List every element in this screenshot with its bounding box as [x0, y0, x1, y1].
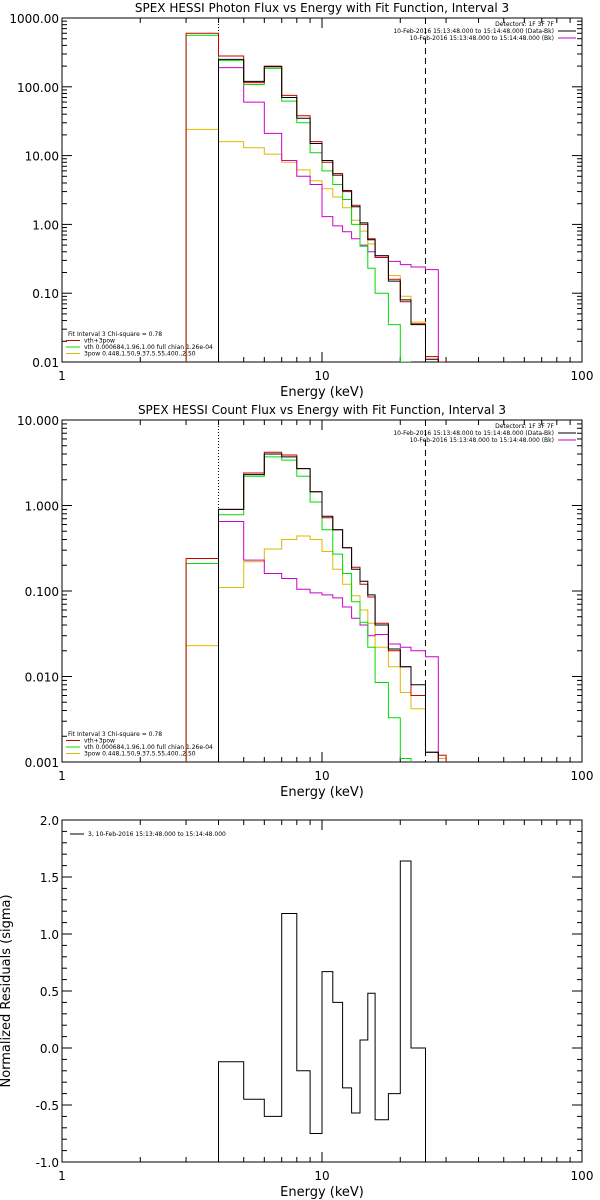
legend-entry: vth+3pow: [84, 738, 115, 745]
series-data-histogram: [218, 453, 439, 762]
y-tick-label: 10.000: [17, 414, 59, 428]
y-tick-label: 10.00: [25, 150, 59, 164]
x-axis-label: Energy (keV): [280, 385, 364, 400]
legend-entry: vth 0.000684,1.96,1.00 full chian 1.26e-…: [84, 744, 213, 751]
plot-frame: [61, 419, 583, 763]
y-tick-label: 0.0: [40, 1042, 59, 1056]
y-tick-label: 1.000: [25, 500, 59, 514]
x-axis-label: Energy (keV): [280, 785, 364, 800]
legend-entry: 10-Feb-2016 15:13:48.000 to 15:14:48.000…: [410, 437, 554, 444]
legend-entry: 3pow 0.448,1.50,9.37,5.55,400.,2.50: [84, 351, 196, 358]
legend-entry: vth+3pow: [84, 338, 115, 345]
legend-entry: Fit Interval 3 Chi-square = 0.78: [68, 731, 162, 738]
series-pow-histogram: [185, 535, 447, 762]
y-tick-label: 100.00: [17, 81, 59, 95]
panel-resid: 1 10 100 Energy (keV) -1.0 -0.5 0.0 0.5 1.0 1.5 2.…: [0, 814, 593, 1200]
y-tick-label: 0.100: [25, 585, 59, 599]
chart-title: SPEX HESSI Photon Flux vs Energy with Fi…: [135, 1, 509, 15]
x-tick-label: 10: [314, 769, 329, 783]
legend-entry: 10-Feb-2016 15:13:48.000 to 15:14:48.000…: [393, 28, 554, 35]
legend-entry: vth 0.000684,1.96,1.00 full chian 1.26e-…: [84, 344, 213, 351]
x-tick-label: 100: [571, 769, 594, 783]
x-axis-label: Energy (keV): [280, 1185, 364, 1200]
y-tick-label: 1.00: [32, 218, 59, 232]
y-tick-label: 1.0: [40, 928, 59, 942]
y-tick-label: 1.5: [40, 871, 59, 885]
x-tick-label: 1: [58, 769, 66, 783]
panel-photon: SPEX HESSI Photon Flux vs Energy with Fi…: [9, 1, 593, 400]
x-tick-label: 10: [314, 369, 329, 383]
y-tick-label: 1000.00: [9, 12, 59, 26]
y-tick-label: 0.010: [25, 671, 59, 685]
y-tick-label: 2.0: [40, 814, 59, 828]
legend-entry: 3pow 0.448,1.50,9.37,5.55,400.,2.50: [84, 751, 196, 758]
y-tick-label: -1.0: [36, 1156, 59, 1170]
series-data-histogram: [218, 58, 439, 362]
series-total-histogram: [185, 32, 447, 362]
x-tick-label: 100: [571, 369, 594, 383]
x-tick-label: 1: [58, 369, 66, 383]
series-bk-histogram: [218, 521, 439, 762]
y-tick-label: 0.001: [25, 756, 59, 770]
y-tick-label: 0.5: [40, 985, 59, 999]
legend-entry: Detectors: 1F 3F 7F: [495, 423, 554, 430]
y-tick-label: 0.01: [32, 356, 59, 370]
series-data-histogram: [218, 860, 426, 1162]
x-tick-label: 10: [314, 1169, 329, 1183]
series-bk-histogram: [218, 67, 439, 362]
legend-entry: 10-Feb-2016 15:13:48.000 to 15:14:48.000…: [393, 430, 554, 437]
y-axis-label: Normalized Residuals (sigma): [0, 894, 14, 1087]
series-vth-histogram: [185, 34, 411, 362]
series-vth-histogram: [185, 456, 412, 762]
legend-entry: Fit Interval 3 Chi-square = 0.78: [68, 331, 162, 338]
legend-entry: Detectors: 1F 3F 7F: [495, 21, 554, 28]
y-tick-label: -0.5: [36, 1099, 59, 1113]
x-tick-label: 1: [58, 1169, 66, 1183]
legend-entry: 3, 10-Feb-2016 15:13:48.000 to 15:14:48.…: [88, 831, 226, 838]
chart-title: SPEX HESSI Count Flux vs Energy with Fit…: [138, 403, 506, 417]
x-tick-label: 100: [571, 1169, 594, 1183]
series-total-histogram: [185, 451, 447, 762]
legend-entry: 10-Feb-2016 15:13:48.000 to 15:14:48.000…: [410, 35, 554, 42]
y-tick-label: 0.10: [32, 287, 59, 301]
panel-count: SPEX HESSI Count Flux vs Energy with Fit…: [17, 403, 593, 800]
series-pow-histogram: [185, 128, 447, 362]
